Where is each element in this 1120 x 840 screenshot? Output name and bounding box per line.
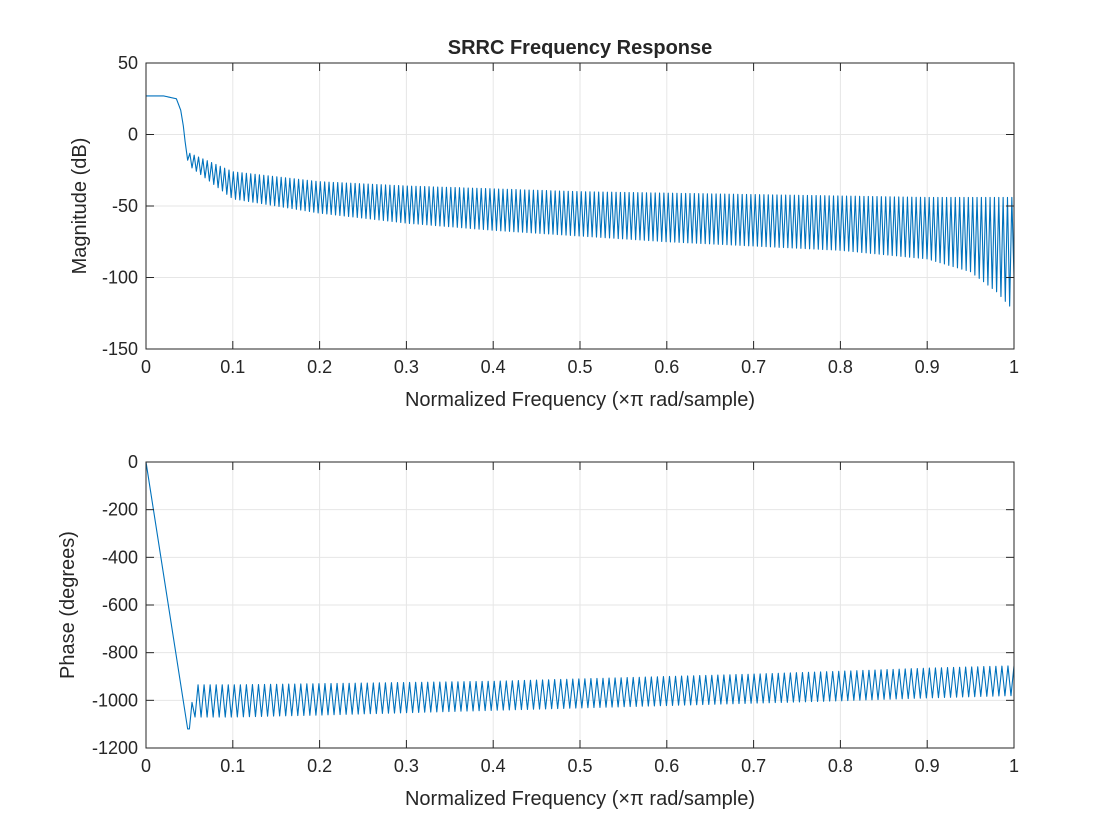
phase-x-tick-label: 0.1: [220, 756, 245, 776]
magnitude-grid: [146, 63, 1014, 349]
phase-y-tick-label: -400: [102, 547, 138, 567]
phase-x-tick-label: 0: [141, 756, 151, 776]
magnitude-y-axis-label: Magnitude (dB): [69, 138, 91, 275]
phase-x-tick-label: 0.9: [915, 756, 940, 776]
phase-y-tick-label: -1200: [92, 738, 138, 758]
phase-x-tick-label: 0.3: [394, 756, 419, 776]
magnitude-x-tick-label: 0.6: [654, 357, 679, 377]
phase-y-tick-label: -600: [102, 595, 138, 615]
phase-x-tick-label: 0.2: [307, 756, 332, 776]
magnitude-x-tick-label: 0.2: [307, 357, 332, 377]
phase-subplot: 0 0.1 0.2 0.3 0.4 0.5 0.6 0.7 0.8 0.9 1 0 -200 -400 -6…: [57, 452, 1019, 810]
magnitude-x-tick-label: 0.4: [481, 357, 506, 377]
magnitude-x-tick-label: 0.7: [741, 357, 766, 377]
phase-series-line: [145, 461, 1015, 730]
magnitude-x-tick-label: 0.8: [828, 357, 853, 377]
magnitude-x-tick-label: 0: [141, 357, 151, 377]
phase-y-tick-label: -1000: [92, 690, 138, 710]
phase-y-tick-label: -200: [102, 500, 138, 520]
phase-y-tick-label: 0: [128, 452, 138, 472]
magnitude-x-tick-label: 0.5: [567, 357, 592, 377]
magnitude-y-tick-label: -150: [102, 339, 138, 359]
magnitude-x-tick-label: 0.9: [915, 357, 940, 377]
magnitude-x-tick-label: 0.1: [220, 357, 245, 377]
magnitude-y-tick-label: -100: [102, 268, 138, 288]
phase-x-tick-label: 0.5: [567, 756, 592, 776]
magnitude-x-axis-label: Normalized Frequency (×π rad/sample): [405, 389, 755, 411]
phase-x-tick-label: 0.7: [741, 756, 766, 776]
phase-y-tick-label: -800: [102, 643, 138, 663]
phase-x-tick-label: 0.6: [654, 756, 679, 776]
magnitude-x-tick-label: 1: [1009, 357, 1019, 377]
magnitude-y-tick-label: 0: [128, 125, 138, 145]
magnitude-subplot: 0 0.1 0.2 0.3 0.4 0.5 0.6 0.7 0.8 0.9 1 50 0 -50 -100 -…: [69, 37, 1019, 411]
phase-ticks: 0 0.1 0.2 0.3 0.4 0.5 0.6 0.7 0.8 0.9 1 0 -200 -400 -6…: [92, 452, 1019, 776]
phase-x-tick-label: 0.8: [828, 756, 853, 776]
chart-title: SRRC Frequency Response: [448, 37, 713, 59]
phase-x-axis-label: Normalized Frequency (×π rad/sample): [405, 788, 755, 810]
magnitude-ticks: 0 0.1 0.2 0.3 0.4 0.5 0.6 0.7 0.8 0.9 1 50 0 -50 -100 -…: [102, 53, 1019, 377]
magnitude-series-line: [146, 95, 1015, 307]
magnitude-y-tick-label: 50: [118, 53, 138, 73]
phase-y-axis-label: Phase (degrees): [57, 531, 79, 679]
magnitude-x-tick-label: 0.3: [394, 357, 419, 377]
phase-x-tick-label: 1: [1009, 756, 1019, 776]
phase-x-tick-label: 0.4: [481, 756, 506, 776]
magnitude-y-tick-label: -50: [112, 196, 138, 216]
